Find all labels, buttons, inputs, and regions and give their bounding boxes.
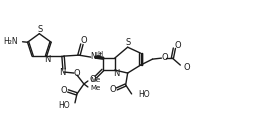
Text: O: O (174, 41, 181, 50)
Text: H₂N: H₂N (3, 37, 18, 46)
Text: S: S (38, 25, 43, 34)
Text: HO: HO (58, 101, 70, 110)
Text: O: O (80, 36, 87, 45)
Text: O: O (74, 69, 80, 78)
Text: S: S (125, 38, 130, 47)
Text: NH: NH (90, 52, 102, 61)
Text: O: O (161, 53, 168, 62)
Text: N: N (44, 55, 51, 64)
Text: N: N (59, 68, 65, 77)
Text: HO: HO (139, 90, 150, 99)
Text: Me: Me (90, 85, 100, 91)
Text: H: H (97, 51, 103, 57)
Text: O: O (183, 63, 190, 72)
Text: Me: Me (90, 77, 100, 83)
Text: O: O (109, 85, 116, 94)
Text: O: O (89, 75, 96, 83)
Text: N: N (114, 69, 120, 78)
Text: O: O (61, 86, 67, 95)
